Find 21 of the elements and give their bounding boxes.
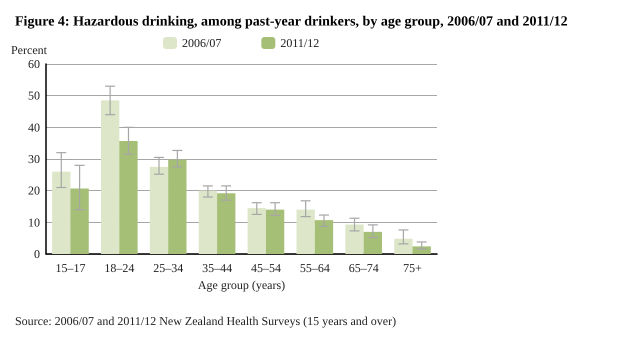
x-tick-label: 25–34	[153, 261, 184, 275]
x-tick-label: 55–64	[300, 261, 330, 275]
x-tick-label: 65–74	[348, 261, 379, 275]
x-tick-label: 18–24	[104, 261, 134, 275]
y-tick-label: 60	[28, 57, 40, 71]
x-tick-label: 35–44	[202, 261, 232, 275]
y-tick-label: 30	[28, 152, 40, 166]
x-axis-title: Age group (years)	[198, 278, 286, 292]
y-axis-title: Percent	[11, 43, 48, 57]
y-tick-label: 50	[28, 88, 40, 103]
x-tick-label: 75+	[403, 261, 422, 275]
chart-title: Figure 4: Hazardous drinking, among past-year drinkers, by age group, 2006/07 and 2011/12	[15, 14, 568, 30]
legend-label: 2011/12	[280, 36, 320, 50]
x-tick-label: 45–54	[250, 261, 281, 275]
legend-label: 2006/07	[182, 36, 222, 50]
y-tick-label: 40	[28, 120, 40, 134]
y-tick-label: 0	[34, 247, 40, 261]
y-tick-label: 10	[28, 215, 40, 230]
source-note: Source: 2006/07 and 2011/12 New Zealand Health Surveys (15 years and over)	[15, 314, 396, 328]
y-tick-label: 20	[28, 184, 40, 198]
x-tick-label: 15–17	[55, 261, 86, 275]
